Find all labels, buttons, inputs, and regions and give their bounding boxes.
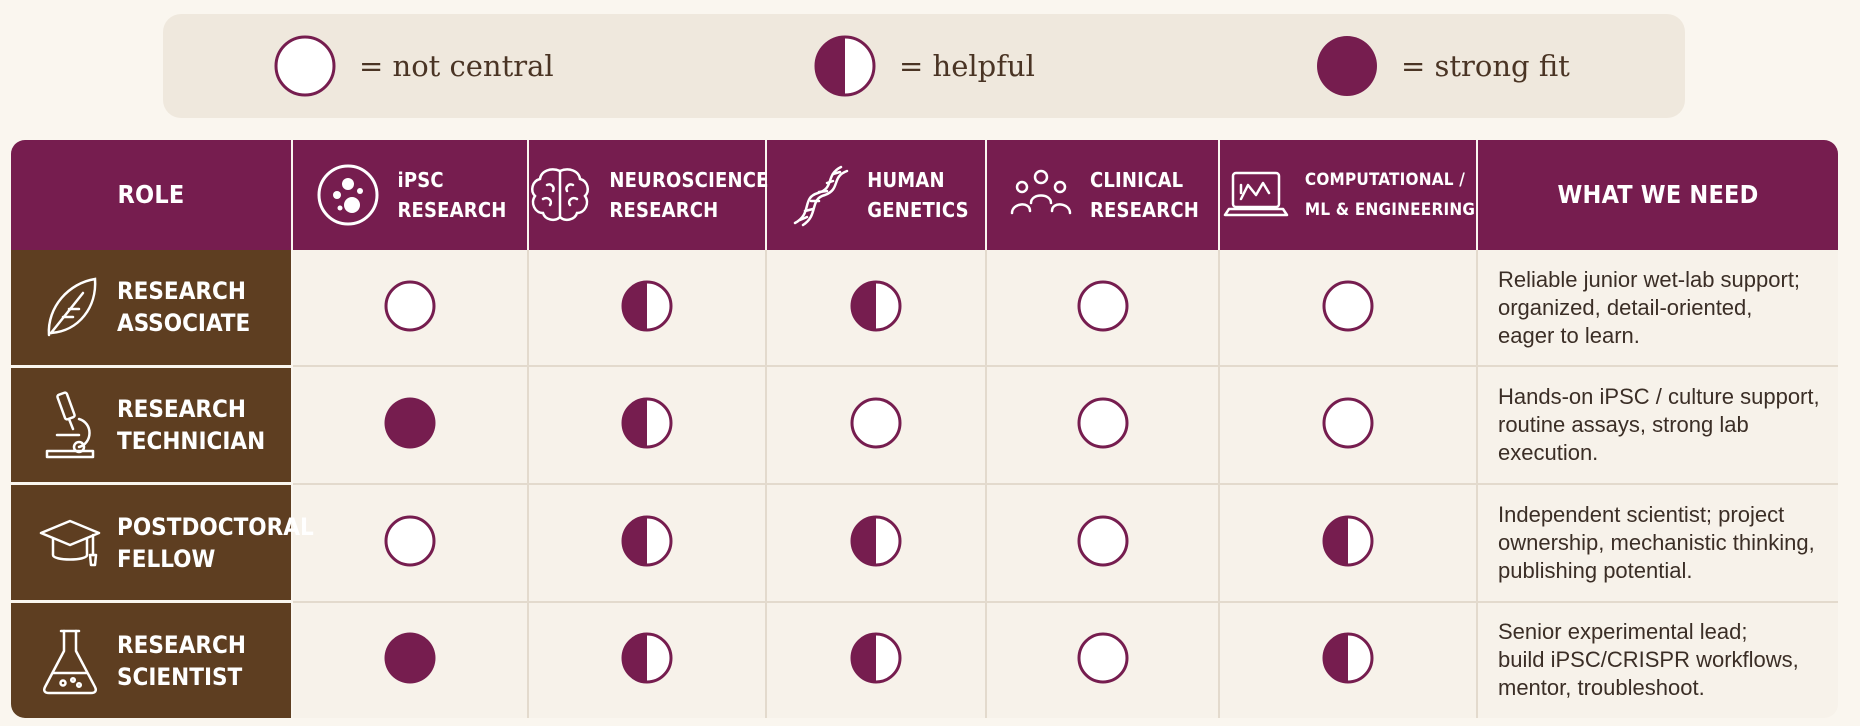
microscope-icon — [45, 391, 95, 459]
rating-icon — [620, 279, 674, 333]
role-research-associate: RESEARCH ASSOCIATE — [11, 250, 293, 368]
legend-label: = strong fit — [1401, 49, 1570, 83]
header-clinical: CLINICAL RESEARCH — [986, 140, 1220, 250]
need-description: Hands-on iPSC / culture support, routine… — [1477, 366, 1838, 485]
need-description: Independent scientist; project ownership… — [1477, 483, 1838, 603]
rating-icon — [849, 396, 903, 450]
role-fit-table: ROLE iPSC RESEARCH — [11, 140, 1838, 718]
rating-icon — [1321, 396, 1375, 450]
dna-icon — [793, 165, 849, 227]
header-row: ROLE iPSC RESEARCH — [11, 140, 1838, 250]
role-postdoctoral-fellow: POSTDOCTORAL FELLOW — [11, 483, 314, 604]
rating-icon — [849, 279, 903, 333]
table-row: RESEARCH ASSOCIATE Reliable junior wet-la… — [11, 250, 1838, 368]
legend-not-central: = not central — [273, 14, 554, 118]
cell-rating — [1219, 250, 1478, 368]
rating-icon — [383, 514, 437, 568]
cell-rating — [1219, 601, 1478, 718]
cell-rating — [986, 601, 1220, 718]
flask-icon — [42, 629, 98, 694]
rating-icon — [1076, 396, 1130, 450]
rating-icon — [1321, 279, 1375, 333]
rating-icon — [620, 631, 674, 685]
cell-rating — [986, 366, 1220, 485]
role-research-technician: RESEARCH TECHNICIAN — [11, 366, 293, 486]
rating-icon — [1076, 631, 1130, 685]
role-matrix: ROLE iPSC RESEARCH — [11, 140, 1838, 718]
legend-helpful: = helpful — [813, 14, 1035, 118]
rating-icon — [383, 396, 437, 450]
cell-rating — [528, 366, 767, 485]
table-row: RESEARCH SCIENTIST Senior experimental le… — [11, 601, 1838, 718]
cell-rating — [766, 366, 987, 485]
header-computational: COMPUTATIONAL / ML & ENGINEERING — [1219, 140, 1478, 250]
full-circle-icon — [1317, 36, 1377, 96]
table-row: POSTDOCTORAL FELLOW Independent scientist… — [11, 483, 1838, 604]
rating-icon — [1321, 514, 1375, 568]
table-row: RESEARCH TECHNICIAN Hands-on iPSC / cultu… — [11, 366, 1838, 486]
cell-rating — [528, 601, 767, 718]
rating-icon — [1321, 631, 1375, 685]
cell-rating — [766, 250, 987, 368]
rating-icon — [1076, 279, 1130, 333]
cell-rating — [986, 483, 1220, 603]
empty-circle-icon — [274, 35, 336, 97]
cell-rating — [766, 601, 987, 718]
cell-rating — [1219, 366, 1478, 485]
laptop-chart-icon — [1223, 171, 1289, 217]
cell-rating — [292, 601, 529, 718]
people-group-icon — [1010, 169, 1072, 215]
cell-rating — [766, 483, 987, 603]
cell-rating — [292, 483, 529, 603]
header-role: ROLE — [11, 140, 293, 250]
header-ipsc: iPSC RESEARCH — [292, 140, 529, 250]
rating-icon — [849, 631, 903, 685]
rating-icon — [383, 279, 437, 333]
need-description: Senior experimental lead; build iPSC/CRI… — [1498, 619, 1799, 701]
legend-label: = not central — [359, 49, 554, 83]
role-research-scientist: RESEARCH SCIENTIST — [11, 601, 293, 718]
rating-icon — [620, 514, 674, 568]
petri-dish-icon — [317, 164, 379, 226]
cell-rating — [986, 250, 1220, 368]
leaf-icon — [47, 277, 97, 337]
legend-label: = helpful — [899, 49, 1035, 83]
brain-icon — [531, 168, 590, 222]
cell-rating — [528, 483, 767, 603]
header-human-genetics: HUMAN GENETICS — [766, 140, 987, 250]
graduation-cap-icon — [39, 519, 101, 567]
legend-strong-fit: = strong fit — [1315, 14, 1570, 118]
rating-icon — [1076, 514, 1130, 568]
cell-rating — [528, 250, 767, 368]
cell-rating — [292, 366, 529, 485]
cell-rating — [292, 250, 529, 368]
half-circle-icon — [814, 35, 876, 97]
header-what-we-need: WHAT WE NEED — [1477, 140, 1838, 250]
cell-rating — [1219, 483, 1478, 603]
legend-bar: = not central = helpful = strong fit — [163, 14, 1685, 118]
rating-icon — [620, 396, 674, 450]
need-description: Reliable junior wet-lab support; organiz… — [1477, 250, 1838, 368]
rating-icon — [849, 514, 903, 568]
header-neuroscience: NEUROSCIENCE RESEARCH — [528, 140, 768, 250]
rating-icon — [383, 631, 437, 685]
